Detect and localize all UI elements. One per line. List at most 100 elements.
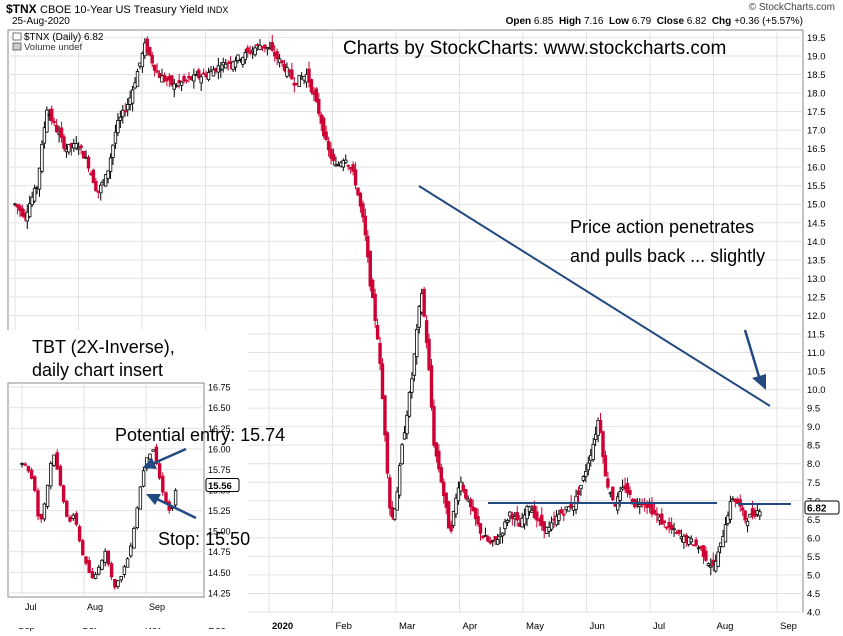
candle-body — [422, 288, 426, 317]
y-tick-label: 17.0 — [807, 126, 826, 137]
y-tick-label: 14.0 — [807, 237, 826, 248]
candle-body — [427, 338, 431, 371]
candle-body — [660, 513, 664, 525]
candle-body — [549, 522, 554, 530]
candle-body — [324, 131, 328, 141]
candle-body — [94, 180, 98, 192]
candle-body — [652, 510, 657, 514]
candle-body — [221, 61, 225, 66]
candle-body — [380, 363, 385, 400]
candle-body — [152, 64, 157, 71]
candle-body — [728, 501, 733, 520]
y-tick-label: 14.25 — [208, 588, 231, 598]
candle-body — [103, 174, 108, 187]
candle-body — [45, 109, 49, 133]
candle-body — [388, 477, 392, 509]
x-tick-label: Jun — [590, 621, 605, 632]
candle-body — [248, 51, 252, 54]
low-label: Low — [608, 16, 629, 27]
candle-body — [378, 343, 382, 364]
x-tick-label: Mar — [399, 621, 415, 632]
y-tick-label: 16.50 — [208, 403, 231, 413]
candle-body — [148, 47, 152, 56]
candle-body — [179, 81, 184, 86]
y-tick-label: 6.5 — [807, 515, 820, 526]
candle-body — [155, 70, 159, 73]
candle-body — [397, 465, 402, 496]
candle-body — [297, 75, 301, 87]
candle-body — [557, 513, 561, 521]
candle-body — [405, 414, 409, 435]
candle-body — [192, 74, 196, 82]
candle-body — [42, 503, 47, 520]
candle-body — [476, 516, 480, 525]
candle-body — [182, 76, 186, 82]
last-value-label: 15.56 — [208, 481, 232, 492]
candle-body — [20, 462, 24, 465]
candle-body — [505, 520, 510, 523]
candle-body — [197, 69, 201, 78]
candle-body — [116, 120, 120, 134]
candle-body — [415, 328, 419, 358]
candle-body — [126, 104, 130, 111]
candle-body — [351, 164, 355, 172]
y-tick-label: 15.75 — [208, 465, 231, 475]
insert-title-line2: daily chart insert — [32, 360, 163, 380]
candle-body — [132, 527, 136, 549]
candle-body — [481, 536, 485, 538]
entry-arrow-head — [142, 458, 157, 469]
candle-body — [36, 490, 40, 517]
candle-body — [407, 392, 412, 417]
candle-body — [18, 205, 22, 211]
legend-swatch-series — [12, 32, 22, 41]
candle-body — [79, 145, 83, 148]
candle-body — [738, 499, 742, 507]
x-tick-label: Aug — [717, 621, 734, 632]
candle-body — [576, 490, 581, 495]
candle-body — [77, 526, 82, 542]
candle-body — [743, 510, 747, 521]
y-tick-label: 15.5 — [807, 181, 826, 192]
candle-body — [442, 481, 446, 497]
y-tick-label: 13.0 — [807, 274, 826, 285]
candle-body — [694, 539, 698, 546]
y-tick-label: 4.0 — [807, 608, 820, 619]
x-tick-label: 2020 — [272, 621, 293, 632]
candle-body — [23, 463, 27, 466]
candle-body — [723, 524, 728, 543]
candle-body — [385, 432, 390, 474]
candle-body — [99, 184, 103, 194]
candle-body — [444, 492, 448, 508]
close-value: 6.82 — [686, 16, 707, 27]
candle-body — [113, 578, 117, 588]
candle-body — [542, 521, 546, 531]
candle-body — [437, 450, 441, 470]
candle-body — [464, 489, 468, 499]
symbol: $TNX — [6, 2, 37, 16]
candles-1 — [20, 443, 178, 590]
y-tick-label: 19.5 — [807, 33, 826, 44]
candle-body — [321, 117, 326, 137]
candle-body — [366, 235, 370, 258]
last-value-label: 6.82 — [807, 503, 827, 514]
candle-body — [97, 566, 101, 575]
x-tick-label: Apr — [463, 621, 478, 632]
candle-body — [356, 187, 360, 196]
y-tick-label: 9.0 — [807, 422, 820, 433]
candle-body — [54, 124, 59, 133]
y-tick-label: 15.00 — [208, 527, 231, 537]
y-tick-label: 15.0 — [807, 200, 826, 211]
candle-body — [55, 452, 59, 470]
candle-body — [704, 550, 708, 561]
candle-body — [81, 540, 85, 556]
candle-body — [32, 187, 37, 202]
candle-body — [290, 69, 294, 80]
candle-body — [429, 365, 434, 408]
y-tick-label: 5.5 — [807, 552, 820, 563]
candle-body — [601, 431, 605, 458]
candle-body — [45, 484, 50, 507]
candle-body — [317, 98, 321, 114]
candle-body — [495, 539, 500, 545]
y-tick-label: 10.5 — [807, 367, 826, 378]
